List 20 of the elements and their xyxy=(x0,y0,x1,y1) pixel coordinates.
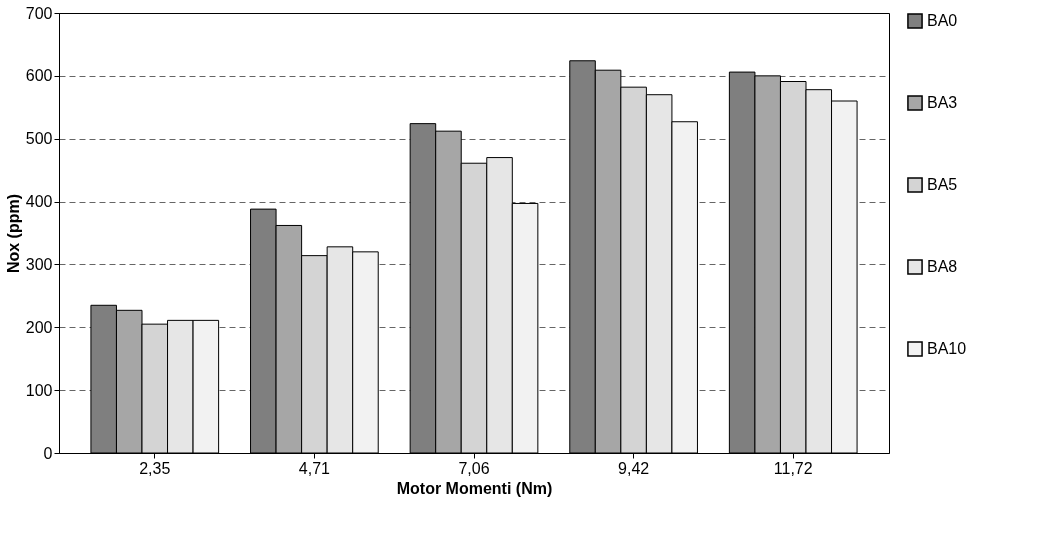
x-tick-label: 2,35 xyxy=(139,459,171,477)
x-tick-label: 11,72 xyxy=(773,459,813,477)
y-tick-label: 0 xyxy=(43,444,53,462)
y-axis-title: Nox (ppm) xyxy=(4,193,22,274)
y-tick-label: 400 xyxy=(25,193,53,211)
x-tick-label: 9,42 xyxy=(618,459,650,477)
legend-label: BA8 xyxy=(927,258,958,275)
y-tick-label: 200 xyxy=(25,318,53,336)
x-tick-label: 4,71 xyxy=(298,459,331,477)
y-tick-label: 100 xyxy=(25,381,53,399)
y-tick-label: 600 xyxy=(25,67,53,85)
legend-label: BA5 xyxy=(927,176,958,193)
y-tick-label: 500 xyxy=(25,130,53,148)
x-tick-label: 7,06 xyxy=(458,459,490,477)
legend-label: BA10 xyxy=(927,340,967,357)
x-axis-title: Motor Momenti (Nm) xyxy=(396,479,553,497)
y-tick-label: 700 xyxy=(25,4,53,22)
legend-label: BA3 xyxy=(927,94,958,111)
y-tick-label: 300 xyxy=(25,255,53,273)
legend-label: BA0 xyxy=(927,12,958,29)
